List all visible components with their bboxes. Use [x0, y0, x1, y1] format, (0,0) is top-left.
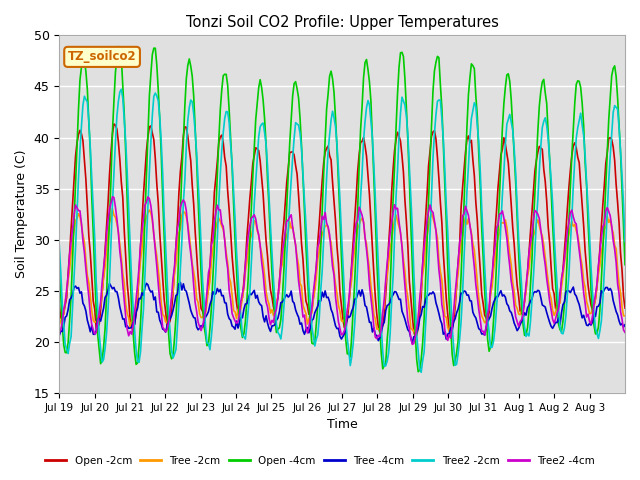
Y-axis label: Soil Temperature (C): Soil Temperature (C) [15, 150, 28, 278]
Text: TZ_soilco2: TZ_soilco2 [68, 50, 136, 63]
Legend: Open -2cm, Tree -2cm, Open -4cm, Tree -4cm, Tree2 -2cm, Tree2 -4cm: Open -2cm, Tree -2cm, Open -4cm, Tree -4… [41, 452, 599, 470]
Title: Tonzi Soil CO2 Profile: Upper Temperatures: Tonzi Soil CO2 Profile: Upper Temperatur… [186, 15, 499, 30]
X-axis label: Time: Time [327, 419, 358, 432]
